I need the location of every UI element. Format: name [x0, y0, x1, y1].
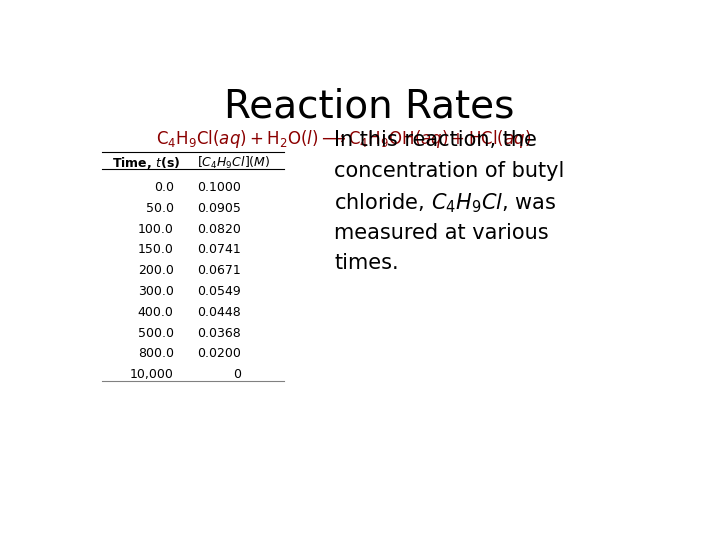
Text: 0.0549: 0.0549	[197, 285, 241, 298]
Text: Time, $\mathit{t}$(s): Time, $\mathit{t}$(s)	[112, 155, 180, 171]
Text: 0.0905: 0.0905	[197, 202, 241, 215]
Text: 0.0741: 0.0741	[197, 244, 241, 256]
Text: 800.0: 800.0	[138, 347, 174, 360]
Text: 500.0: 500.0	[138, 327, 174, 340]
Text: 10,000: 10,000	[130, 368, 174, 381]
Text: 0.0: 0.0	[153, 181, 174, 194]
Text: $\mathdefault{C_4H_9Cl(}$$\mathit{aq}$$\mathdefault{) + H_2O(}$$\mathit{l}$$\mat: $\mathdefault{C_4H_9Cl(}$$\mathit{aq}$$\…	[156, 128, 531, 150]
Text: 0: 0	[233, 368, 241, 381]
Text: $[C_4H_9Cl](M)$: $[C_4H_9Cl](M)$	[197, 155, 270, 171]
Text: 300.0: 300.0	[138, 285, 174, 298]
Text: 100.0: 100.0	[138, 222, 174, 235]
Text: In this reaction, the: In this reaction, the	[334, 130, 537, 150]
Text: concentration of butyl: concentration of butyl	[334, 161, 564, 181]
Text: 0.0200: 0.0200	[197, 347, 241, 360]
Text: 0.0368: 0.0368	[197, 327, 241, 340]
Text: 200.0: 200.0	[138, 264, 174, 277]
Text: 0.0820: 0.0820	[197, 222, 241, 235]
Text: 400.0: 400.0	[138, 306, 174, 319]
Text: 0.1000: 0.1000	[197, 181, 241, 194]
Text: measured at various: measured at various	[334, 222, 549, 242]
Text: Reaction Rates: Reaction Rates	[224, 88, 514, 126]
Text: 0.0448: 0.0448	[197, 306, 241, 319]
Text: times.: times.	[334, 253, 399, 273]
Text: 50.0: 50.0	[145, 202, 174, 215]
Text: 150.0: 150.0	[138, 244, 174, 256]
Text: chloride, $C_4H_9Cl$, was: chloride, $C_4H_9Cl$, was	[334, 192, 557, 215]
Text: 0.0671: 0.0671	[197, 264, 241, 277]
